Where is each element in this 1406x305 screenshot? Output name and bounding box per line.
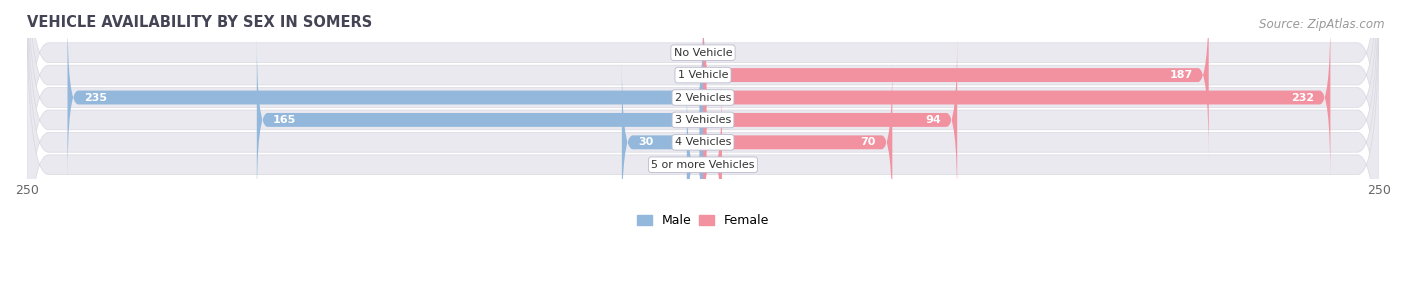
Text: 5 or more Vehicles: 5 or more Vehicles xyxy=(651,160,755,170)
Text: VEHICLE AVAILABILITY BY SEX IN SOMERS: VEHICLE AVAILABILITY BY SEX IN SOMERS xyxy=(27,15,373,30)
FancyBboxPatch shape xyxy=(27,0,1379,222)
Text: 0: 0 xyxy=(679,70,686,80)
FancyBboxPatch shape xyxy=(27,0,1379,289)
Legend: Male, Female: Male, Female xyxy=(631,209,775,232)
Text: 6: 6 xyxy=(669,160,676,170)
Text: 165: 165 xyxy=(273,115,297,125)
FancyBboxPatch shape xyxy=(27,0,1379,305)
Text: No Vehicle: No Vehicle xyxy=(673,48,733,58)
FancyBboxPatch shape xyxy=(703,82,721,247)
Text: 1 Vehicle: 1 Vehicle xyxy=(678,70,728,80)
FancyBboxPatch shape xyxy=(27,0,1379,267)
Text: 7: 7 xyxy=(733,160,740,170)
FancyBboxPatch shape xyxy=(686,82,703,247)
Text: 94: 94 xyxy=(925,115,941,125)
Text: 2 Vehicles: 2 Vehicles xyxy=(675,92,731,102)
FancyBboxPatch shape xyxy=(703,0,1209,158)
Text: 232: 232 xyxy=(1291,92,1315,102)
FancyBboxPatch shape xyxy=(27,0,1379,245)
FancyBboxPatch shape xyxy=(703,37,957,203)
FancyBboxPatch shape xyxy=(621,60,703,225)
Text: 30: 30 xyxy=(638,137,654,147)
Text: 0: 0 xyxy=(679,48,686,58)
Text: 4 Vehicles: 4 Vehicles xyxy=(675,137,731,147)
Text: 3 Vehicles: 3 Vehicles xyxy=(675,115,731,125)
Text: 70: 70 xyxy=(860,137,876,147)
Text: 235: 235 xyxy=(84,92,107,102)
FancyBboxPatch shape xyxy=(257,37,703,203)
FancyBboxPatch shape xyxy=(67,15,703,180)
FancyBboxPatch shape xyxy=(703,60,893,225)
Text: Source: ZipAtlas.com: Source: ZipAtlas.com xyxy=(1260,18,1385,31)
Text: 0: 0 xyxy=(720,48,727,58)
FancyBboxPatch shape xyxy=(27,0,1379,305)
FancyBboxPatch shape xyxy=(703,15,1330,180)
Text: 187: 187 xyxy=(1170,70,1192,80)
